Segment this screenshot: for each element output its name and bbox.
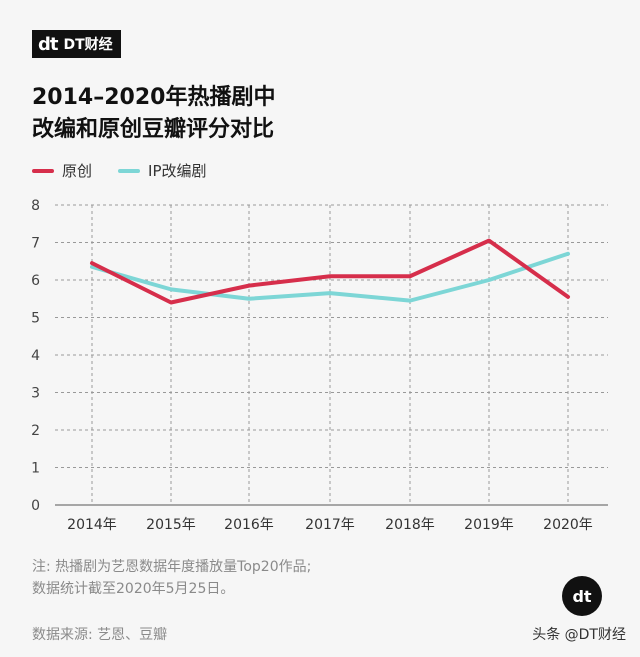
- axis-layer: 0 1 2 3 4 5 6 7 8 2014年 2015年 2016年 2017年 2018年 2019年 2…: [31, 198, 593, 533]
- line-chart: 0 1 2 3 4 5 6 7 8 2014年 2015年 2016年 2017年 2018年 2019年 2…: [31, 198, 608, 533]
- x-tick-label: 2019年: [464, 517, 514, 533]
- x-tick-label: 2018年: [385, 517, 435, 533]
- dt-badge-icon: dt: [562, 576, 602, 616]
- y-tick-label: 5: [31, 311, 40, 327]
- legend-label-original: 原创: [62, 162, 93, 180]
- legend-swatch-ip: [118, 168, 141, 173]
- chart-title-line-2: 改编和原创豆瓣评分对比: [32, 117, 275, 142]
- chart-note: 注: 热播剧为艺恩数据年度播放量Top20作品; 数据统计截至2020年5月25…: [32, 556, 311, 600]
- x-tick-label: 2017年: [305, 517, 355, 533]
- y-tick-label: 6: [31, 273, 40, 289]
- y-tick-label: 2: [31, 423, 40, 439]
- y-tick-label: 0: [31, 498, 40, 514]
- attribution: 头条 @DT财经: [532, 627, 626, 643]
- data-source: 数据来源: 艺恩、豆瓣: [32, 627, 168, 643]
- grid-layer: [55, 204, 608, 506]
- y-tick-label: 3: [31, 386, 40, 402]
- x-tick-label: 2014年: [67, 517, 117, 533]
- series-layer: [90, 238, 570, 305]
- x-tick-label: 2020年: [543, 517, 593, 533]
- y-tick-label: 4: [31, 348, 40, 364]
- legend-item-ip: IP改编剧: [118, 160, 207, 181]
- brand-logo: dt DT财经: [32, 30, 121, 58]
- note-line-2: 数据统计截至2020年5月25日。: [32, 581, 235, 597]
- legend-item-original: 原创: [32, 160, 92, 181]
- x-tick-label: 2016年: [224, 517, 274, 533]
- y-tick-label: 8: [31, 198, 40, 214]
- chart-legend: 原创 IP改编剧: [32, 160, 233, 181]
- note-line-1: 注: 热播剧为艺恩数据年度播放量Top20作品;: [32, 559, 312, 575]
- y-tick-label: 1: [31, 461, 40, 477]
- chart-title-line-1: 2014–2020年热播剧中: [32, 85, 276, 110]
- legend-swatch-original: [32, 168, 54, 173]
- dt-logo-icon: dt: [38, 33, 58, 55]
- brand-name: DT财经: [63, 37, 113, 53]
- chart-title: 2014–2020年热播剧中 改编和原创豆瓣评分对比: [32, 82, 275, 146]
- legend-label-ip: IP改编剧: [148, 162, 207, 180]
- x-tick-label: 2015年: [146, 517, 196, 533]
- y-tick-label: 7: [31, 236, 40, 252]
